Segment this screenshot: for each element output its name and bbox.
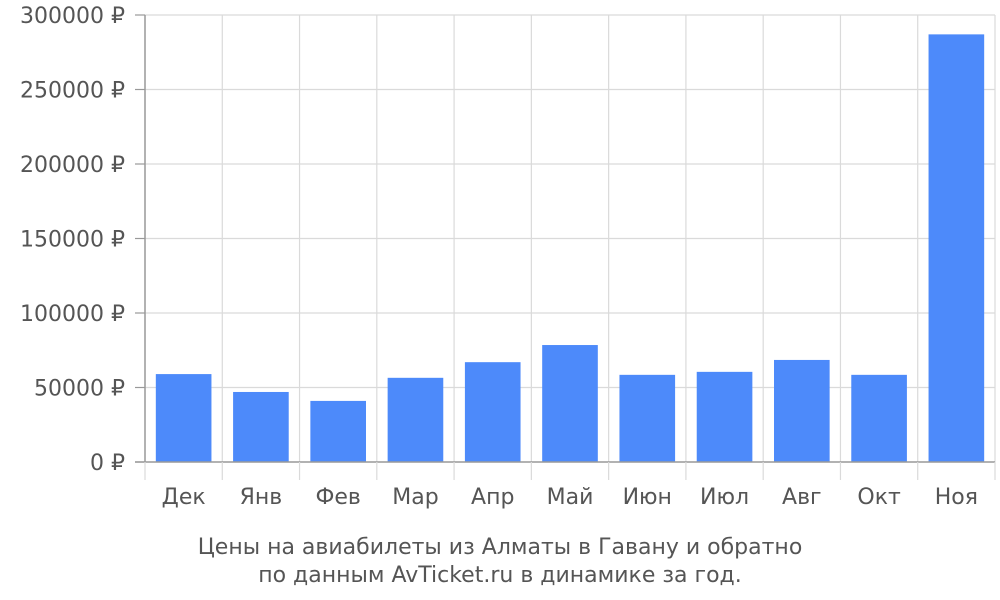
- bar-8: [696, 371, 753, 462]
- y-tick-label: 300000 ₽: [20, 4, 125, 29]
- x-tick-labels: Дек Янв Фев Мар Апр Май Июн Июл Авг Окт Ноя: [162, 485, 978, 510]
- bar-3: [310, 400, 366, 462]
- bar-4: [387, 377, 444, 462]
- y-tick-label: 100000 ₽: [20, 302, 125, 327]
- x-tick-label: Фев: [315, 485, 360, 510]
- chart-caption-line-2: по данным AvTicket.ru в динамике за год.: [258, 563, 742, 588]
- y-tick-label: 250000 ₽: [20, 79, 125, 104]
- bars: [155, 34, 985, 463]
- y-tick-labels: 0 ₽ 50000 ₽ 100000 ₽ 150000 ₽ 200000 ₽ 250000…: [20, 4, 125, 476]
- y-tick-label: 200000 ₽: [20, 153, 125, 178]
- y-tick-label: 50000 ₽: [34, 377, 125, 402]
- bar-1: [155, 374, 212, 462]
- x-tick-label: Апр: [471, 485, 514, 510]
- bar-5: [464, 362, 521, 462]
- x-tick-label: Мар: [392, 485, 438, 510]
- y-tick-label: 150000 ₽: [20, 228, 125, 253]
- x-tick-label: Ноя: [935, 485, 978, 510]
- x-tick-label: Июл: [700, 485, 749, 510]
- bar-10: [851, 374, 907, 462]
- axes: [135, 14, 996, 480]
- x-tick-label: Июн: [623, 485, 672, 510]
- bar-2: [233, 391, 289, 462]
- y-tick-label: 0 ₽: [90, 451, 125, 476]
- x-tick-label: Дек: [162, 485, 206, 510]
- chart-caption-line-1: Цены на авиабилеты из Алматы в Гавану и …: [197, 535, 803, 560]
- grid-lines: [145, 14, 996, 462]
- x-tick-label: Май: [547, 485, 594, 510]
- bar-7: [619, 374, 676, 462]
- x-tick-label: Янв: [240, 485, 283, 510]
- bar-11: [928, 34, 985, 463]
- x-tick-label: Авг: [782, 485, 822, 510]
- bar-9: [774, 359, 830, 462]
- bar-6: [542, 345, 598, 462]
- x-tick-label: Окт: [857, 485, 901, 510]
